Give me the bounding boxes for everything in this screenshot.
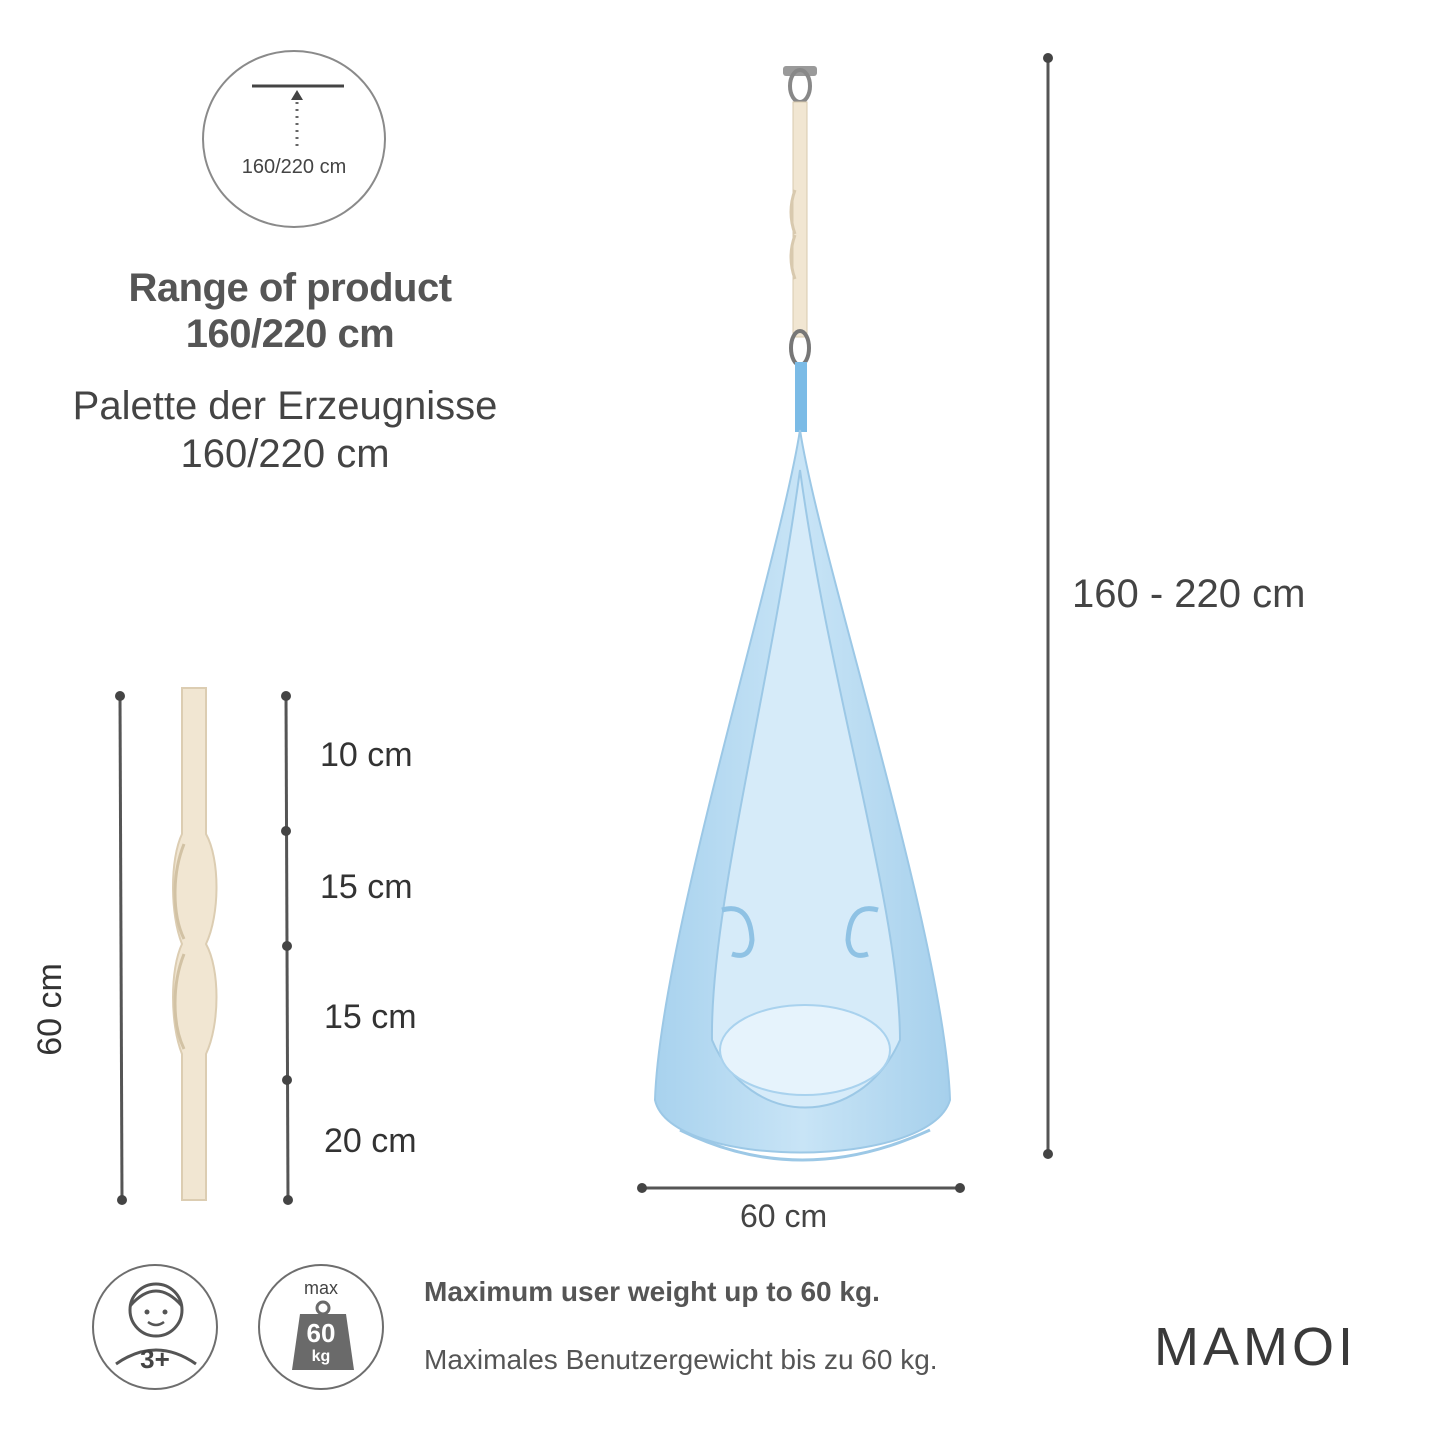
brand-logo: MAMOI <box>1154 1317 1357 1377</box>
range-de-line1: Palette der Erzeugnisse <box>72 384 498 428</box>
age-label: 3+ <box>140 1344 170 1374</box>
child-face-icon <box>115 1282 197 1366</box>
weight-icon <box>292 1300 354 1370</box>
weight-badge: max 60 kg <box>258 1264 384 1390</box>
segment-label-2: 15 cm <box>320 868 413 906</box>
weight-text-de: Maximales Benutzergewicht bis zu 60 kg. <box>424 1344 938 1375</box>
age-badge: 3+ <box>92 1264 218 1390</box>
strap-length-label: 60 cm <box>30 963 69 1056</box>
weight-text-en: Maximum user weight up to 60 kg. <box>424 1276 880 1307</box>
range-icon-label: 160/220 cm <box>241 156 347 178</box>
cushion <box>719 1004 891 1096</box>
segment-label-1: 10 cm <box>320 736 413 774</box>
total-height-line <box>1043 53 1053 1159</box>
strap-detail <box>115 687 293 1205</box>
range-title: Range of product 160/220 cm <box>60 265 520 357</box>
range-icon: 160/220 cm <box>202 50 386 228</box>
segment-label-3: 15 cm <box>324 998 417 1036</box>
weight-value: 60 <box>306 1318 336 1348</box>
ceiling-arrow-icon <box>252 84 344 148</box>
range-de-line2: 160/220 cm <box>180 432 390 476</box>
weight-max-label: max <box>303 1278 338 1298</box>
range-subtitle-de: Palette der Erzeugnisse 160/220 cm <box>40 382 530 478</box>
width-label: 60 cm <box>740 1198 828 1234</box>
range-title-line2: 160/220 cm <box>185 312 395 356</box>
segment-label-4: 20 cm <box>324 1122 417 1160</box>
width-line <box>637 1183 965 1193</box>
total-height-label: 160 - 220 cm <box>1072 572 1306 616</box>
hanging-pod-image <box>653 66 952 1162</box>
range-title-line1: Range of product <box>128 266 452 310</box>
strap-illustration <box>172 687 218 1201</box>
weight-unit: kg <box>311 1348 331 1365</box>
strap <box>792 101 808 338</box>
